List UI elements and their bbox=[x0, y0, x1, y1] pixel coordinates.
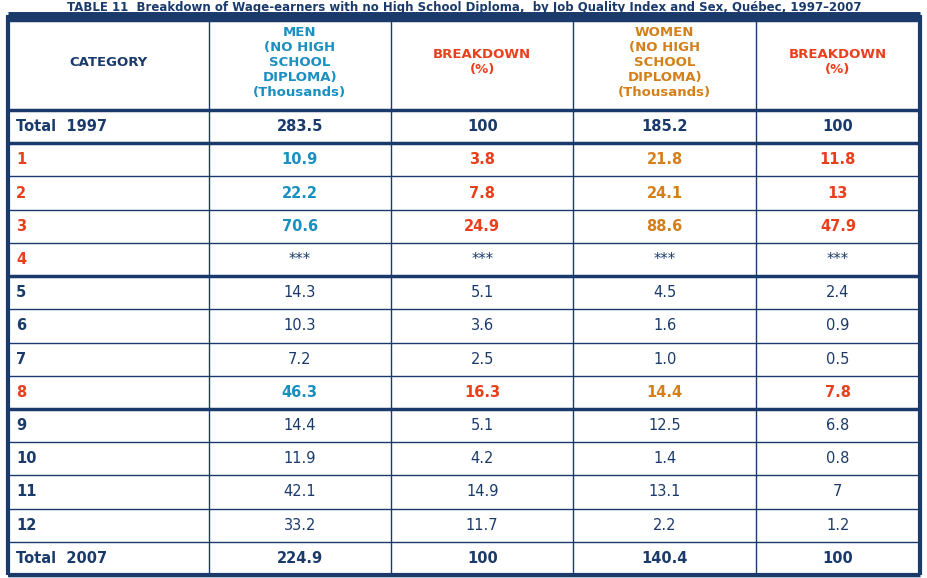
Text: 7.8: 7.8 bbox=[824, 385, 850, 400]
Text: 21.8: 21.8 bbox=[646, 153, 682, 167]
Text: 5.1: 5.1 bbox=[470, 418, 493, 433]
Text: 6: 6 bbox=[16, 318, 26, 334]
Text: 4.2: 4.2 bbox=[470, 451, 493, 466]
Text: 1.4: 1.4 bbox=[653, 451, 676, 466]
Text: 100: 100 bbox=[466, 119, 497, 134]
Text: 2.2: 2.2 bbox=[653, 518, 676, 533]
Text: 0.5: 0.5 bbox=[825, 351, 849, 366]
Text: 3.6: 3.6 bbox=[470, 318, 493, 334]
Text: 7.2: 7.2 bbox=[287, 351, 311, 366]
Text: 1: 1 bbox=[16, 153, 26, 167]
Text: 100: 100 bbox=[821, 551, 852, 566]
Text: 1.6: 1.6 bbox=[653, 318, 676, 334]
Text: 9: 9 bbox=[16, 418, 26, 433]
Text: 12.5: 12.5 bbox=[648, 418, 680, 433]
Text: 4.5: 4.5 bbox=[653, 285, 676, 300]
Text: 10.9: 10.9 bbox=[282, 153, 318, 167]
Text: 7: 7 bbox=[16, 351, 26, 366]
Text: 224.9: 224.9 bbox=[276, 551, 323, 566]
Text: 1.2: 1.2 bbox=[825, 518, 849, 533]
Text: 2: 2 bbox=[16, 186, 26, 201]
Text: 47.9: 47.9 bbox=[819, 218, 855, 234]
Text: WOMEN
(NO HIGH
SCHOOL
DIPLOMA)
(Thousands): WOMEN (NO HIGH SCHOOL DIPLOMA) (Thousand… bbox=[617, 26, 710, 99]
Text: 11: 11 bbox=[16, 484, 36, 499]
Text: 100: 100 bbox=[466, 551, 497, 566]
Text: 16.3: 16.3 bbox=[464, 385, 500, 400]
Text: 0.9: 0.9 bbox=[825, 318, 849, 334]
Text: 11.7: 11.7 bbox=[465, 518, 498, 533]
Text: ***: *** bbox=[653, 252, 675, 267]
Text: 5: 5 bbox=[16, 285, 26, 300]
Text: 11.9: 11.9 bbox=[284, 451, 316, 466]
Text: 7: 7 bbox=[832, 484, 842, 499]
Text: 14.4: 14.4 bbox=[646, 385, 682, 400]
Text: 4: 4 bbox=[16, 252, 26, 267]
Text: 6.8: 6.8 bbox=[825, 418, 848, 433]
Text: CATEGORY: CATEGORY bbox=[70, 56, 147, 69]
Text: ***: *** bbox=[471, 252, 493, 267]
Text: 70.6: 70.6 bbox=[282, 218, 318, 234]
Text: 14.3: 14.3 bbox=[284, 285, 316, 300]
Text: 42.1: 42.1 bbox=[284, 484, 316, 499]
Text: 8: 8 bbox=[16, 385, 26, 400]
Text: 24.1: 24.1 bbox=[646, 186, 682, 201]
Text: 24.9: 24.9 bbox=[464, 218, 500, 234]
Text: 2.4: 2.4 bbox=[825, 285, 849, 300]
Text: ***: *** bbox=[288, 252, 311, 267]
Text: 12: 12 bbox=[16, 518, 36, 533]
Text: 185.2: 185.2 bbox=[641, 119, 687, 134]
Text: 22.2: 22.2 bbox=[282, 186, 317, 201]
Text: ***: *** bbox=[826, 252, 848, 267]
Text: 140.4: 140.4 bbox=[641, 551, 687, 566]
Text: 3: 3 bbox=[16, 218, 26, 234]
Text: 13: 13 bbox=[827, 186, 847, 201]
Text: 7.8: 7.8 bbox=[469, 186, 495, 201]
Text: Total  1997: Total 1997 bbox=[16, 119, 107, 134]
Text: 2.5: 2.5 bbox=[470, 351, 493, 366]
Text: 100: 100 bbox=[821, 119, 852, 134]
Text: 88.6: 88.6 bbox=[646, 218, 682, 234]
Text: 13.1: 13.1 bbox=[648, 484, 680, 499]
Text: 10.3: 10.3 bbox=[284, 318, 316, 334]
Text: BREAKDOWN
(%): BREAKDOWN (%) bbox=[788, 49, 886, 76]
Text: 5.1: 5.1 bbox=[470, 285, 493, 300]
Text: 283.5: 283.5 bbox=[276, 119, 323, 134]
Text: 3.8: 3.8 bbox=[469, 153, 495, 167]
Text: 14.9: 14.9 bbox=[465, 484, 498, 499]
Text: 1.0: 1.0 bbox=[653, 351, 676, 366]
Text: TABLE 11  Breakdown of Wage‑earners with no High School Diploma,  by Job Quality: TABLE 11 Breakdown of Wage‑earners with … bbox=[67, 2, 860, 14]
Text: Total  2007: Total 2007 bbox=[16, 551, 107, 566]
Text: 46.3: 46.3 bbox=[282, 385, 317, 400]
Text: MEN
(NO HIGH
SCHOOL
DIPLOMA)
(Thousands): MEN (NO HIGH SCHOOL DIPLOMA) (Thousands) bbox=[253, 26, 346, 99]
Text: 11.8: 11.8 bbox=[819, 153, 856, 167]
Text: 0.8: 0.8 bbox=[825, 451, 849, 466]
Text: 14.4: 14.4 bbox=[284, 418, 316, 433]
Text: BREAKDOWN
(%): BREAKDOWN (%) bbox=[433, 49, 531, 76]
Text: 33.2: 33.2 bbox=[284, 518, 316, 533]
Text: 10: 10 bbox=[16, 451, 36, 466]
